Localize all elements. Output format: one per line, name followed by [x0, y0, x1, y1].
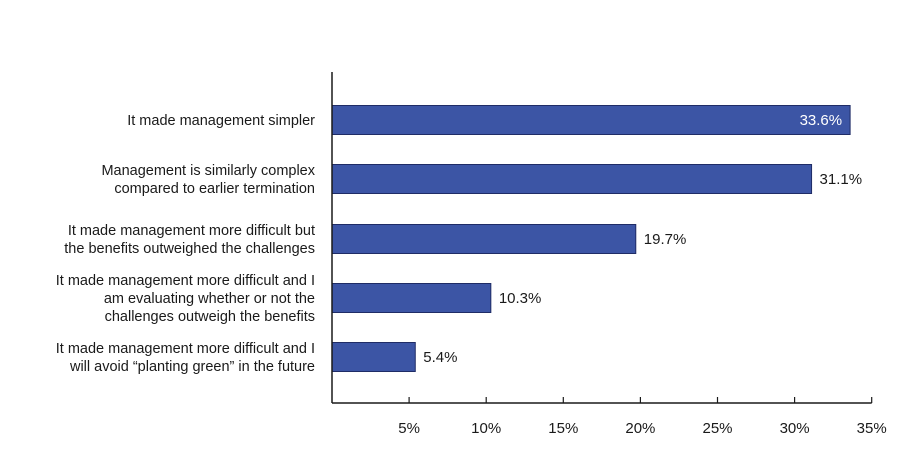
category-label: Management is similarly complex compared … — [101, 163, 315, 197]
data-label: 33.6% — [800, 112, 843, 129]
category-label-line: It made management more difficult but — [68, 223, 315, 239]
category-label-line: compared to earlier termination — [114, 181, 315, 197]
axis-layer — [331, 72, 873, 404]
category-label-line: will avoid “planting green” in the futur… — [69, 359, 315, 375]
category-label-line: Management is similarly complex — [101, 163, 315, 179]
category-label-line: the benefits outweighed the challenges — [64, 241, 315, 257]
category-label-line: challenges outweigh the benefits — [105, 309, 315, 325]
x-tick-label: 35% — [857, 420, 887, 437]
x-tick-label: 30% — [780, 420, 810, 437]
bar — [331, 224, 637, 254]
x-tick-label: 10% — [471, 420, 501, 437]
x-tick-label: 5% — [398, 420, 420, 437]
data-label: 19.7% — [644, 231, 687, 248]
x-tick-label: 20% — [625, 420, 655, 437]
x-tick-label: 25% — [702, 420, 732, 437]
bar — [331, 283, 492, 313]
category-label-line: It made management simpler — [127, 113, 315, 129]
x-tick-label: 15% — [548, 420, 578, 437]
bars-layer — [331, 105, 851, 372]
category-label: It made management more difficult but the… — [64, 223, 315, 257]
bar — [331, 342, 416, 372]
data-label: 5.4% — [423, 349, 457, 366]
category-label-line: am evaluating whether or not the — [104, 291, 315, 307]
category-label: It made management more difficult and I w… — [56, 341, 315, 375]
data-label: 31.1% — [820, 171, 863, 188]
category-label: It made management simpler — [127, 113, 315, 129]
data-label: 10.3% — [499, 290, 542, 307]
bar — [331, 164, 813, 194]
bar — [331, 105, 851, 135]
category-label: It made management more difficult and I a… — [56, 273, 315, 325]
category-label-line: It made management more difficult and I — [56, 341, 315, 357]
category-label-line: It made management more difficult and I — [56, 273, 315, 289]
labels-layer: 33.6% It made management simpler 31.1% Mana… — [56, 112, 887, 437]
